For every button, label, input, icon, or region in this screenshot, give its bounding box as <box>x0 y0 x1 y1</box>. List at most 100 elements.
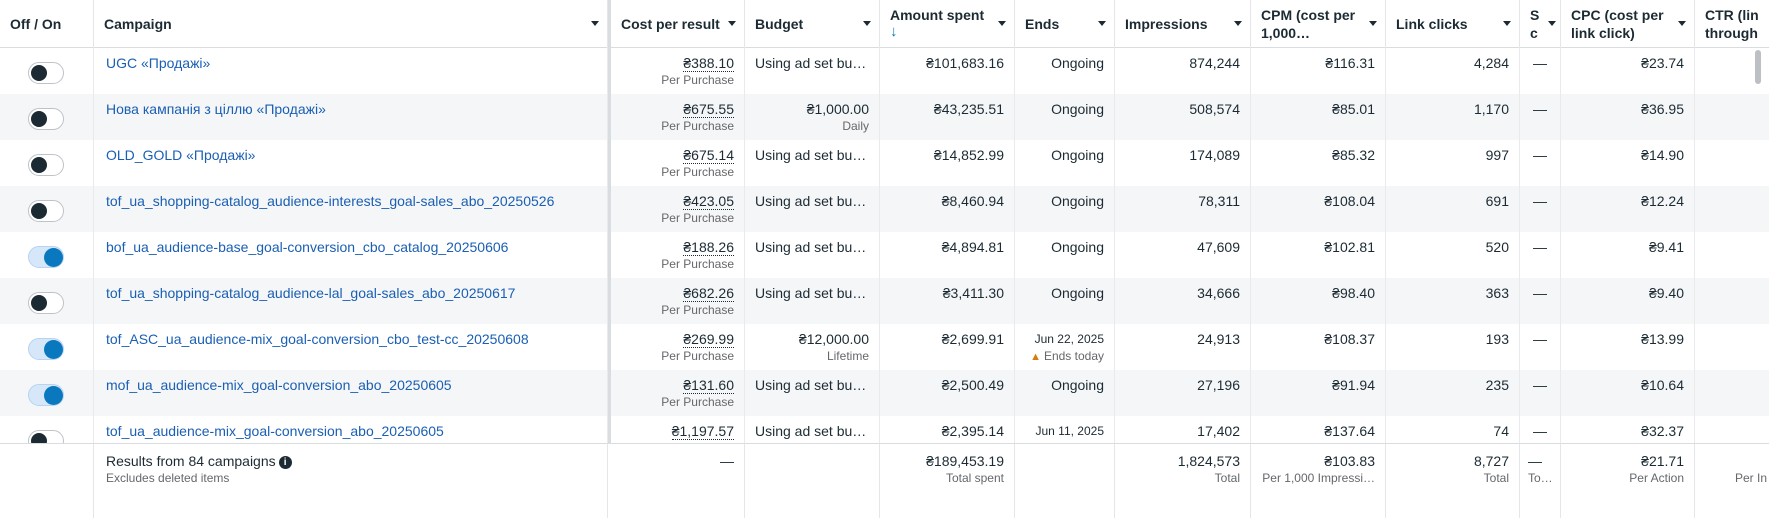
table-row[interactable]: tof_ua_shopping-catalog_audience-interes… <box>0 186 1769 232</box>
campaign-name-link[interactable]: tof_ua_shopping-catalog_audience-lal_goa… <box>106 285 516 301</box>
chevron-down-icon[interactable] <box>1548 21 1556 26</box>
chevron-down-icon[interactable] <box>1678 21 1686 26</box>
header-cost-per-result[interactable]: Cost per result <box>611 0 745 48</box>
header-cpc-label-line2: link click) <box>1571 25 1635 41</box>
table-row[interactable]: UGC «Продажі» ₴388.10 Per Purchase Using ad… <box>0 48 1769 94</box>
cost-per-result-value[interactable]: ₴682.26 <box>683 285 734 302</box>
table-row[interactable]: tof_ASC_ua_audience-mix_goal-conversion_… <box>0 324 1769 370</box>
narrow-cell: — <box>1520 278 1561 324</box>
toggle-knob <box>44 247 63 267</box>
header-amount-spent[interactable]: Amount spent ↓ <box>880 0 1015 48</box>
header-cpm[interactable]: CPM (cost per 1,000… <box>1251 0 1386 48</box>
impressions-cell: 34,666 <box>1115 278 1251 324</box>
narrow-value: — <box>1533 193 1547 209</box>
toggle-knob <box>31 203 47 219</box>
budget-value: Using ad set bu… <box>755 285 867 301</box>
footer-spent-cell: ₴189,453.19 Total spent <box>880 444 1015 518</box>
table-header: Off / On Campaign Cost per result Budget… <box>0 0 1769 48</box>
cost-per-result-value[interactable]: ₴675.55 <box>683 101 734 118</box>
header-narrow-column[interactable]: S c <box>1520 0 1561 48</box>
footer-spent-sub: Total spent <box>945 471 1004 485</box>
cpc-cell: ₴36.95 <box>1561 94 1695 140</box>
footer-link-clicks-sub: Total <box>1483 471 1509 485</box>
header-ctr[interactable]: CTR (link through r <box>1695 0 1769 48</box>
header-budget[interactable]: Budget <box>745 0 880 48</box>
campaign-name-link[interactable]: Нова кампанія з ціллю «Продажі» <box>106 101 326 117</box>
budget-type: Daily <box>842 119 869 133</box>
campaign-toggle[interactable] <box>28 246 64 268</box>
cost-per-result-sub: Per Purchase <box>661 165 734 179</box>
table-row[interactable]: mof_ua_audience-mix_goal-conversion_abo_… <box>0 370 1769 416</box>
campaign-toggle[interactable] <box>28 338 64 360</box>
cost-per-result-value[interactable]: ₴388.10 <box>683 55 734 72</box>
chevron-down-icon[interactable] <box>1503 21 1511 26</box>
cpc-value: ₴23.74 <box>1641 55 1684 71</box>
frozen-column-divider[interactable] <box>608 0 611 518</box>
cost-per-result-value[interactable]: ₴1,197.57 <box>671 423 734 440</box>
toggle-knob <box>44 339 63 359</box>
campaign-name-link[interactable]: OLD_GOLD «Продажі» <box>106 147 256 163</box>
table-row[interactable]: Нова кампанія з ціллю «Продажі» ₴675.55 Pe… <box>0 94 1769 140</box>
cost-per-result-value[interactable]: ₴188.26 <box>683 239 734 256</box>
cpc-value: ₴12.24 <box>1641 193 1684 209</box>
cost-per-result-value[interactable]: ₴675.14 <box>683 147 734 164</box>
chevron-down-icon[interactable] <box>591 21 599 26</box>
ends-cell: Jun 22, 2025 ▲ Ends today <box>1015 324 1115 370</box>
header-campaign[interactable]: Campaign <box>94 0 608 48</box>
vertical-scrollbar[interactable] <box>1755 50 1761 84</box>
ctr-cell <box>1695 140 1769 186</box>
chevron-down-icon[interactable] <box>1369 21 1377 26</box>
chevron-down-icon[interactable] <box>1234 21 1242 26</box>
sort-down-arrow-icon[interactable]: ↓ <box>890 23 898 40</box>
toggle-cell <box>0 140 94 186</box>
campaign-cell: tof_ua_shopping-catalog_audience-interes… <box>94 186 608 232</box>
campaign-toggle[interactable] <box>28 292 64 314</box>
narrow-cell: — <box>1520 186 1561 232</box>
table-row[interactable]: OLD_GOLD «Продажі» ₴675.14 Per Purchase Usi… <box>0 140 1769 186</box>
cost-per-result-sub: Per Purchase <box>661 395 734 409</box>
table-footer-summary: Results from 84 campaigns i Excludes dele… <box>0 443 1769 518</box>
header-cpc[interactable]: CPC (cost per link click) <box>1561 0 1695 48</box>
amount-spent-value: ₴4,894.81 <box>941 239 1004 255</box>
header-amount-spent-label: Amount spent <box>890 7 985 23</box>
campaign-name-link[interactable]: UGC «Продажі» <box>106 55 211 71</box>
impressions-value: 47,609 <box>1197 239 1240 255</box>
cost-per-result-cell: ₴682.26 Per Purchase <box>611 278 745 324</box>
header-ctr-label-line2: through r <box>1705 25 1759 41</box>
narrow-value: — <box>1533 285 1547 301</box>
ends-cell: Jun 11, 2025 <box>1015 416 1115 462</box>
chevron-down-icon[interactable] <box>1098 21 1106 26</box>
campaign-toggle[interactable] <box>28 154 64 176</box>
campaign-toggle[interactable] <box>28 108 64 130</box>
cost-per-result-value[interactable]: ₴131.60 <box>683 377 734 394</box>
campaign-toggle[interactable] <box>28 384 64 406</box>
ends-cell: Ongoing <box>1015 370 1115 416</box>
footer-results-label: Results from 84 campaigns <box>106 453 276 469</box>
campaign-name-link[interactable]: mof_ua_audience-mix_goal-conversion_abo_… <box>106 377 452 393</box>
header-link-clicks[interactable]: Link clicks <box>1386 0 1520 48</box>
info-icon[interactable]: i <box>278 456 292 469</box>
header-ends[interactable]: Ends <box>1015 0 1115 48</box>
footer-cpc-cell: ₴21.71 Per Action <box>1561 444 1695 518</box>
impressions-cell: 174,089 <box>1115 140 1251 186</box>
campaign-name-link[interactable]: bof_ua_audience-base_goal-conversion_cbo… <box>106 239 509 255</box>
chevron-down-icon[interactable] <box>863 21 871 26</box>
link-clicks-value: 4,284 <box>1473 55 1509 71</box>
cost-per-result-value[interactable]: ₴423.05 <box>683 193 734 210</box>
campaign-name-link[interactable]: tof_ua_shopping-catalog_audience-interes… <box>106 193 555 209</box>
cost-per-result-value[interactable]: ₴269.99 <box>683 331 734 348</box>
campaign-cell: tof_ua_shopping-catalog_audience-lal_goa… <box>94 278 608 324</box>
chevron-down-icon[interactable] <box>728 21 736 26</box>
table-row[interactable]: bof_ua_audience-base_goal-conversion_cbo… <box>0 232 1769 278</box>
header-impressions[interactable]: Impressions <box>1115 0 1251 48</box>
cpm-value: ₴116.31 <box>1325 55 1375 71</box>
campaign-toggle[interactable] <box>28 62 64 84</box>
campaign-cell: Нова кампанія з ціллю «Продажі» <box>94 94 608 140</box>
campaign-cell: tof_ua_audience-mix_goal-conversion_abo_… <box>94 416 608 462</box>
campaign-name-link[interactable]: tof_ASC_ua_audience-mix_goal-conversion_… <box>106 331 529 347</box>
campaign-cell: tof_ASC_ua_audience-mix_goal-conversion_… <box>94 324 608 370</box>
chevron-down-icon[interactable] <box>998 21 1006 26</box>
campaign-name-link[interactable]: tof_ua_audience-mix_goal-conversion_abo_… <box>106 423 444 439</box>
campaign-toggle[interactable] <box>28 200 64 222</box>
table-row[interactable]: tof_ua_shopping-catalog_audience-lal_goa… <box>0 278 1769 324</box>
